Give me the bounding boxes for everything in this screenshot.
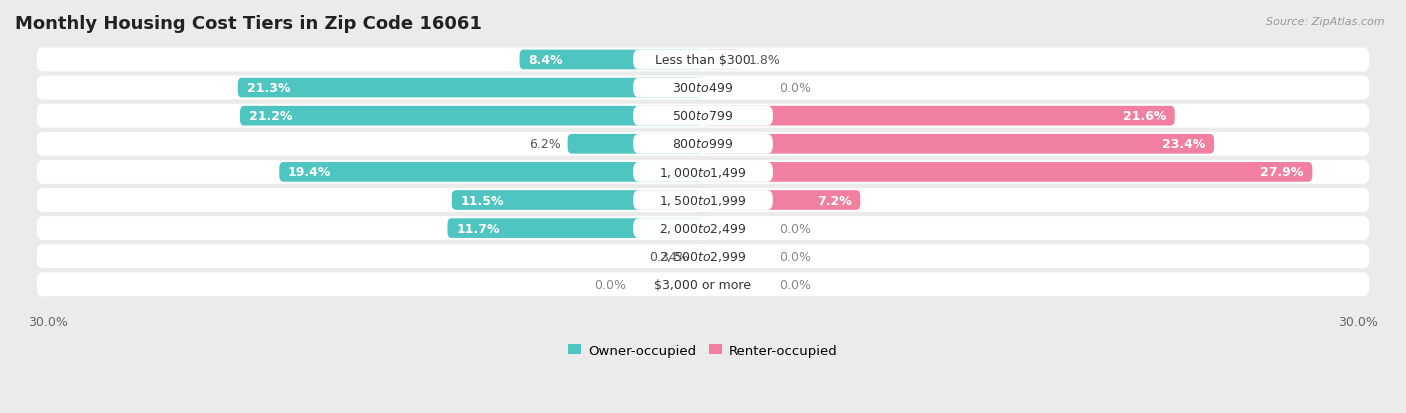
Text: Less than $300: Less than $300 xyxy=(655,54,751,67)
FancyBboxPatch shape xyxy=(568,135,703,154)
FancyBboxPatch shape xyxy=(633,78,773,98)
Text: $1,500 to $1,999: $1,500 to $1,999 xyxy=(659,194,747,207)
FancyBboxPatch shape xyxy=(703,135,1215,154)
Text: Monthly Housing Cost Tiers in Zip Code 16061: Monthly Housing Cost Tiers in Zip Code 1… xyxy=(15,15,482,33)
FancyBboxPatch shape xyxy=(633,50,773,70)
FancyBboxPatch shape xyxy=(696,247,703,266)
FancyBboxPatch shape xyxy=(633,247,773,266)
FancyBboxPatch shape xyxy=(280,163,703,182)
FancyBboxPatch shape xyxy=(520,50,703,70)
FancyBboxPatch shape xyxy=(37,161,1369,184)
Text: 0.0%: 0.0% xyxy=(779,222,811,235)
Text: 21.3%: 21.3% xyxy=(246,82,290,95)
Text: $1,000 to $1,499: $1,000 to $1,499 xyxy=(659,166,747,180)
FancyBboxPatch shape xyxy=(240,107,703,126)
Text: 0.0%: 0.0% xyxy=(779,250,811,263)
Text: $2,500 to $2,999: $2,500 to $2,999 xyxy=(659,249,747,263)
Text: 1.8%: 1.8% xyxy=(749,54,780,67)
Text: 0.0%: 0.0% xyxy=(779,82,811,95)
FancyBboxPatch shape xyxy=(37,244,1369,268)
FancyBboxPatch shape xyxy=(633,107,773,126)
FancyBboxPatch shape xyxy=(633,219,773,238)
FancyBboxPatch shape xyxy=(451,191,703,210)
Text: Source: ZipAtlas.com: Source: ZipAtlas.com xyxy=(1267,17,1385,26)
FancyBboxPatch shape xyxy=(703,50,742,70)
Text: $3,000 or more: $3,000 or more xyxy=(655,278,751,291)
Text: 0.34%: 0.34% xyxy=(650,250,689,263)
FancyBboxPatch shape xyxy=(37,76,1369,100)
FancyBboxPatch shape xyxy=(37,217,1369,240)
FancyBboxPatch shape xyxy=(37,189,1369,212)
Text: 27.9%: 27.9% xyxy=(1260,166,1303,179)
Text: $2,000 to $2,499: $2,000 to $2,499 xyxy=(659,221,747,235)
Text: 11.5%: 11.5% xyxy=(461,194,505,207)
FancyBboxPatch shape xyxy=(37,104,1369,128)
FancyBboxPatch shape xyxy=(633,135,773,154)
Text: 0.0%: 0.0% xyxy=(779,278,811,291)
FancyBboxPatch shape xyxy=(633,275,773,294)
FancyBboxPatch shape xyxy=(703,191,860,210)
Text: 8.4%: 8.4% xyxy=(529,54,562,67)
Legend: Owner-occupied, Renter-occupied: Owner-occupied, Renter-occupied xyxy=(562,339,844,362)
FancyBboxPatch shape xyxy=(703,107,1175,126)
Text: 21.2%: 21.2% xyxy=(249,110,292,123)
Text: 19.4%: 19.4% xyxy=(288,166,332,179)
Text: $500 to $799: $500 to $799 xyxy=(672,110,734,123)
FancyBboxPatch shape xyxy=(37,273,1369,297)
FancyBboxPatch shape xyxy=(447,219,703,238)
FancyBboxPatch shape xyxy=(633,191,773,210)
Text: 0.0%: 0.0% xyxy=(595,278,627,291)
Text: 7.2%: 7.2% xyxy=(817,194,852,207)
Text: 11.7%: 11.7% xyxy=(456,222,499,235)
FancyBboxPatch shape xyxy=(238,78,703,98)
Text: $300 to $499: $300 to $499 xyxy=(672,82,734,95)
FancyBboxPatch shape xyxy=(37,133,1369,157)
Text: 21.6%: 21.6% xyxy=(1122,110,1166,123)
FancyBboxPatch shape xyxy=(633,163,773,182)
Text: 23.4%: 23.4% xyxy=(1161,138,1205,151)
FancyBboxPatch shape xyxy=(703,163,1312,182)
Text: $800 to $999: $800 to $999 xyxy=(672,138,734,151)
Text: 6.2%: 6.2% xyxy=(529,138,561,151)
FancyBboxPatch shape xyxy=(37,48,1369,72)
